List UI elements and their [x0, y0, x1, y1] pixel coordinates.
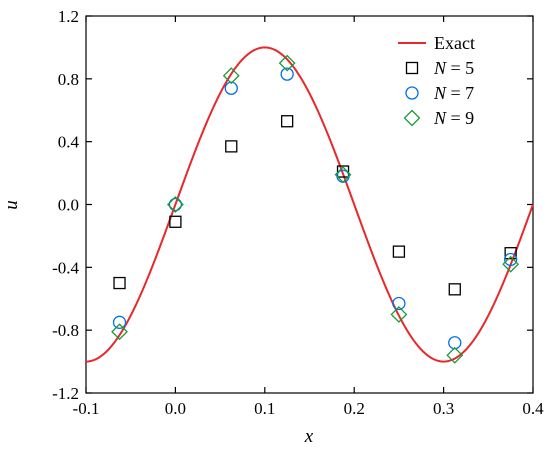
- square-marker: [392, 245, 406, 258]
- y-axis-title: u: [1, 200, 22, 210]
- square-marker: [448, 283, 461, 296]
- diamond-marker: [222, 67, 240, 85]
- axis-ticks: -0.1 0.0 0.1 0.2 0.3 0.4 -1.2 -0.8 -0.4 0.0 0.4 0.8…: [52, 7, 544, 418]
- circle-marker: [392, 296, 406, 311]
- y-tick-label: -0.8: [52, 321, 79, 340]
- legend-label: N = 9: [433, 108, 474, 128]
- diamond-marker: [334, 166, 352, 184]
- legend-label: N = 7: [433, 83, 474, 103]
- square-marker: [504, 247, 517, 260]
- circle-marker: [168, 197, 183, 212]
- series-circle-markers: [112, 67, 518, 350]
- circle-marker: [503, 252, 518, 267]
- y-tick-label: 1.2: [58, 7, 79, 26]
- square-marker: [225, 140, 238, 153]
- diamond-marker: [111, 323, 128, 341]
- square-marker: [113, 276, 126, 290]
- x-tick-label: 0.2: [344, 399, 365, 418]
- y-tick-label: 0.0: [58, 196, 79, 215]
- square-marker: [280, 115, 294, 128]
- legend-label: Exact: [434, 33, 475, 53]
- legend-label-rest: = 5: [446, 58, 474, 78]
- legend-label: N = 5: [433, 58, 474, 78]
- legend-circle-swatch: [405, 86, 419, 100]
- x-tick-label: 0.1: [254, 399, 275, 418]
- circle-marker: [224, 81, 238, 95]
- x-tick-label: 0.0: [165, 399, 186, 418]
- legend-label-var: N: [433, 83, 447, 103]
- legend-label-var: N: [433, 108, 447, 128]
- circle-marker: [112, 315, 127, 329]
- legend-diamond-swatch: [403, 109, 421, 127]
- exact-curve: [85, 46, 534, 363]
- x-tick-label: -0.1: [73, 399, 100, 418]
- diamond-marker: [278, 54, 296, 72]
- y-tick-label: -0.4: [52, 258, 79, 277]
- x-axis-title: x: [304, 426, 314, 447]
- diamond-marker: [502, 255, 520, 273]
- exact-curve-layer: [85, 46, 534, 363]
- square-marker: [336, 165, 350, 178]
- x-tick-label: 0.3: [433, 399, 454, 418]
- square-marker: [169, 215, 182, 228]
- marker-layer: [111, 54, 520, 364]
- diamond-marker: [166, 196, 184, 213]
- diamond-marker: [390, 306, 408, 323]
- legend-label-var: N: [433, 58, 447, 78]
- series-diamond-markers: [111, 54, 520, 364]
- legend-label-rest: = 9: [446, 108, 474, 128]
- x-tick-label: 0.4: [522, 399, 544, 418]
- series-square-markers: [113, 115, 517, 296]
- y-tick-label: -1.2: [52, 384, 79, 403]
- y-tick-label: 0.4: [58, 133, 80, 152]
- legend-square-swatch: [405, 61, 419, 75]
- diamond-marker: [446, 346, 464, 364]
- circle-marker: [448, 336, 462, 350]
- legend-label-rest: = 7: [446, 83, 474, 103]
- y-tick-label: 0.8: [58, 70, 79, 89]
- circle-marker: [280, 67, 294, 81]
